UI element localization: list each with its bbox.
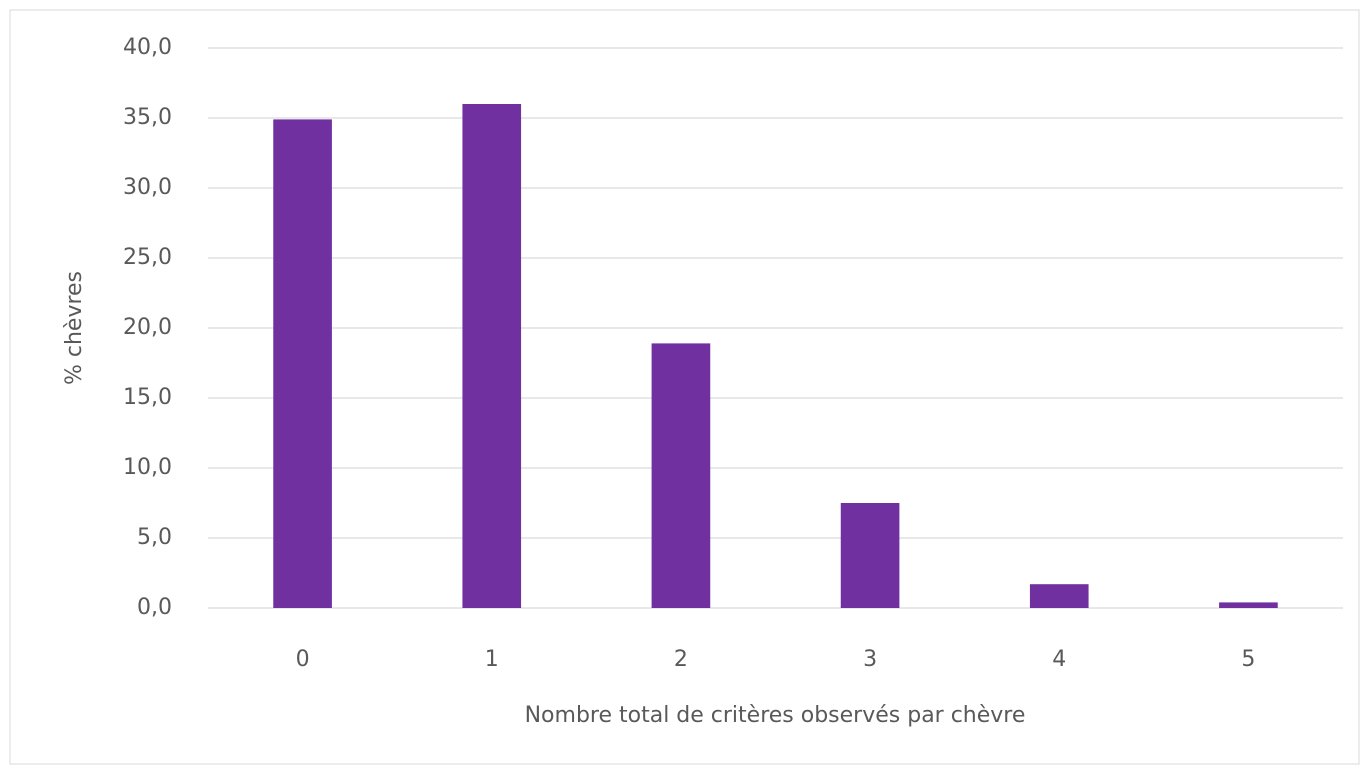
bar	[462, 104, 522, 608]
y-tick-label: 10,0	[123, 455, 172, 480]
y-tick-label: 5,0	[137, 525, 172, 550]
y-tick-label: 25,0	[123, 245, 172, 270]
y-axis-label: % chèvres	[62, 271, 87, 385]
y-tick-label: 20,0	[123, 315, 172, 340]
x-axis-label: Nombre total de critères observés par ch…	[525, 703, 1026, 728]
x-tick-label: 1	[485, 647, 499, 672]
bar	[651, 343, 711, 608]
y-tick-label: 35,0	[123, 105, 172, 130]
bar	[1029, 584, 1089, 608]
bar	[1219, 602, 1278, 608]
bar	[840, 503, 900, 608]
bar	[273, 119, 332, 609]
x-tick-label: 2	[674, 647, 688, 672]
x-tick-label: 0	[296, 647, 310, 672]
x-tick-label: 3	[863, 647, 877, 672]
y-tick-label: 15,0	[123, 385, 172, 410]
y-tick-label: 0,0	[137, 595, 172, 620]
y-tick-label: 40,0	[123, 35, 172, 60]
x-tick-label: 4	[1052, 647, 1066, 672]
x-tick-label: 5	[1241, 647, 1255, 672]
y-tick-label: 30,0	[123, 175, 172, 200]
